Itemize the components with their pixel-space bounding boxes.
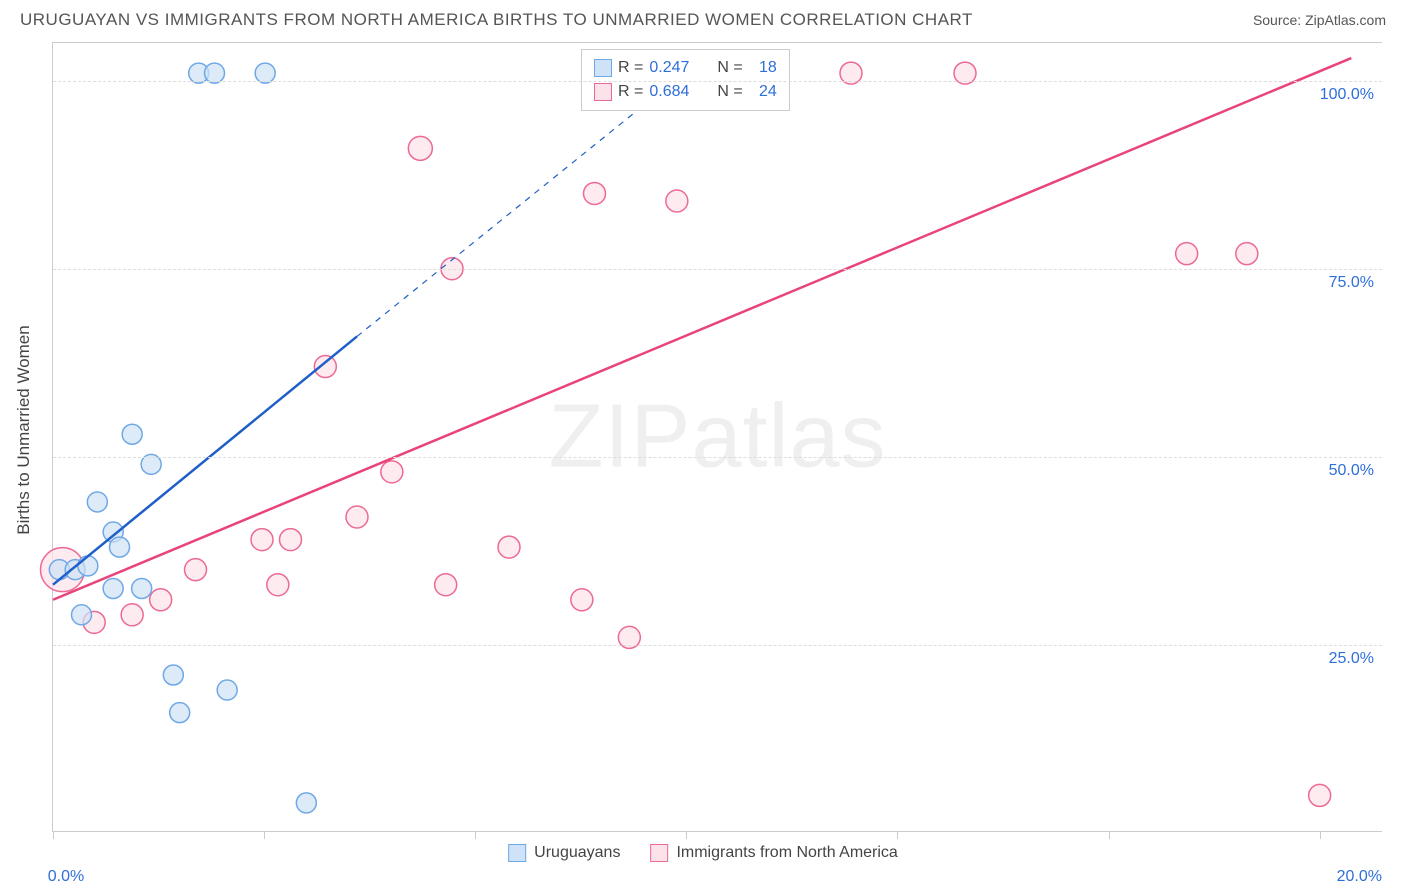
- plot-svg: [53, 43, 1382, 831]
- data-point: [78, 556, 98, 576]
- chart-area: ZIPatlas R = 0.247N = 18R = 0.684N = 24 …: [52, 42, 1382, 832]
- data-point: [584, 182, 606, 204]
- data-point: [103, 578, 123, 598]
- data-point: [110, 537, 130, 557]
- data-point: [346, 506, 368, 528]
- data-point: [1236, 243, 1258, 265]
- legend-item: Immigrants from North America: [650, 844, 897, 862]
- data-point: [381, 461, 403, 483]
- grid-line: [53, 457, 1382, 458]
- data-point: [666, 190, 688, 212]
- data-point: [132, 578, 152, 598]
- y-tick-label: 25.0%: [1329, 650, 1374, 668]
- x-tick: [686, 831, 687, 839]
- data-point: [435, 574, 457, 596]
- legend-label: Immigrants from North America: [676, 844, 897, 862]
- source-label: Source: ZipAtlas.com: [1253, 12, 1386, 28]
- data-point: [296, 793, 316, 813]
- x-tick: [475, 831, 476, 839]
- legend-label: Uruguayans: [534, 844, 620, 862]
- legend-swatch: [594, 59, 612, 77]
- data-point: [251, 529, 273, 551]
- grid-line: [53, 81, 1382, 82]
- data-point: [87, 492, 107, 512]
- r-value: 0.684: [649, 80, 689, 104]
- x-tick: [1109, 831, 1110, 839]
- data-point: [571, 589, 593, 611]
- data-point: [1309, 784, 1331, 806]
- grid-line: [53, 645, 1382, 646]
- stats-legend-row: R = 0.247 N = 18: [594, 56, 777, 80]
- y-tick-label: 75.0%: [1329, 274, 1374, 292]
- trend-line-blue: [53, 336, 357, 584]
- trend-line-pink: [53, 58, 1351, 600]
- data-point: [150, 589, 172, 611]
- data-point: [170, 703, 190, 723]
- r-label: R =: [618, 56, 643, 80]
- x-tick: [264, 831, 265, 839]
- legend-item: Uruguayans: [508, 844, 620, 862]
- n-value: 24: [749, 80, 777, 104]
- n-label: N =: [717, 56, 742, 80]
- x-tick-last: 20.0%: [1337, 868, 1382, 886]
- x-tick-first: 0.0%: [48, 868, 84, 886]
- stats-legend-row: R = 0.684 N = 24: [594, 80, 777, 104]
- legend-swatch: [650, 844, 668, 862]
- n-label: N =: [717, 80, 742, 104]
- data-point: [267, 574, 289, 596]
- data-point: [72, 605, 92, 625]
- data-point: [217, 680, 237, 700]
- x-tick: [897, 831, 898, 839]
- x-tick: [1320, 831, 1321, 839]
- data-point: [1176, 243, 1198, 265]
- r-label: R =: [618, 80, 643, 104]
- r-value: 0.247: [649, 56, 689, 80]
- data-point: [314, 356, 336, 378]
- y-axis-title: Births to Unmarried Women: [14, 325, 34, 534]
- n-value: 18: [749, 56, 777, 80]
- data-point: [163, 665, 183, 685]
- data-point: [498, 536, 520, 558]
- y-tick-label: 50.0%: [1329, 462, 1374, 480]
- data-point: [408, 136, 432, 160]
- data-point: [280, 529, 302, 551]
- data-point: [121, 604, 143, 626]
- data-point: [122, 424, 142, 444]
- legend-swatch: [594, 83, 612, 101]
- x-tick: [53, 831, 54, 839]
- chart-title: URUGUAYAN VS IMMIGRANTS FROM NORTH AMERI…: [20, 10, 973, 30]
- bottom-legend: Uruguayans Immigrants from North America: [508, 844, 898, 862]
- y-tick-label: 100.0%: [1320, 86, 1374, 104]
- data-point: [185, 559, 207, 581]
- legend-swatch: [508, 844, 526, 862]
- grid-line: [53, 269, 1382, 270]
